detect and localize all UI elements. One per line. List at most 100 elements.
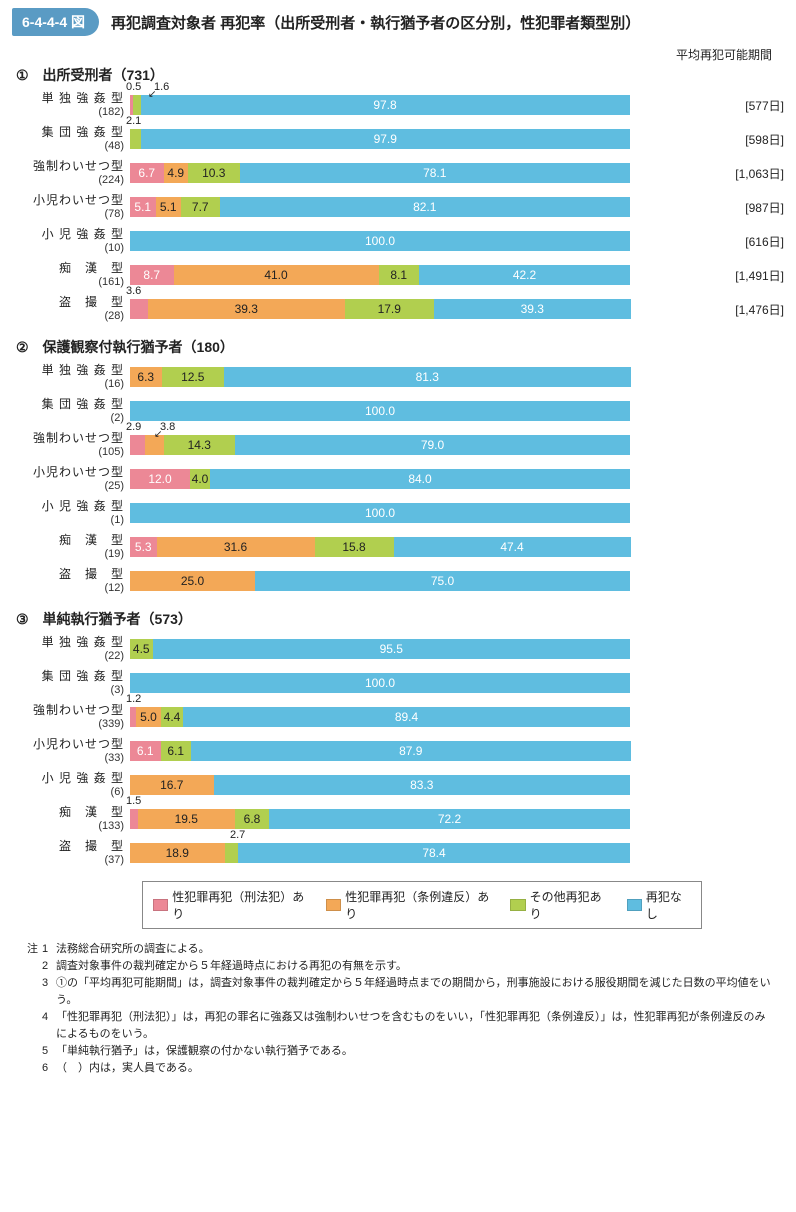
note-line: 3①の「平均再犯可能期間」は，調査対象事件の裁判確定から５年経過時点までの期間か… — [20, 975, 776, 1009]
bar-segment: 78.4 — [238, 843, 630, 863]
row-category-label: 盗 撮 型(12) — [12, 568, 130, 594]
row-avg-period: [987日] — [710, 199, 784, 216]
legend-item: 再犯なし — [627, 888, 691, 922]
notes: 注1法務総合研究所の調査による。2調査対象事件の裁判確定から５年経過時点における… — [12, 937, 784, 1081]
bar-segment: 79.0 — [235, 435, 630, 455]
stacked-bar: 100.0 — [130, 227, 710, 255]
bar-segment: 5.0 — [136, 707, 161, 727]
stacked-bar: 19.56.872.21.5 — [130, 805, 710, 833]
stacked-bar: 100.0 — [130, 397, 710, 425]
row-category-label: 強制わいせつ型(339) — [12, 704, 130, 730]
bar-segment: 14.3 — [164, 435, 236, 455]
bar-overflow-label: 2.7 — [230, 829, 245, 841]
bar-segment: 6.1 — [161, 741, 192, 761]
stacked-bar: 25.075.0 — [130, 567, 710, 595]
stacked-bar: 18.978.42.7 — [130, 839, 710, 867]
chart-row: 盗 撮 型(37)18.978.42.7 — [12, 839, 784, 867]
bar-segment: 78.1 — [240, 163, 631, 183]
legend-swatch — [153, 899, 168, 911]
bar-segment: 5.3 — [130, 537, 157, 557]
bar-segment: 100.0 — [130, 503, 630, 523]
row-category-label: 盗 撮 型(37) — [12, 840, 130, 866]
stacked-bar: 14.379.02.93.8↙ — [130, 431, 710, 459]
legend-item: その他再犯あり — [510, 888, 608, 922]
note-line: 5「単純執行猶予」は，保護観察の付かない執行猶予である。 — [20, 1043, 776, 1060]
chart-row: 小児わいせつ型(25)12.04.084.0 — [12, 465, 784, 493]
stacked-bar: 97.80.51.6↙ — [130, 91, 710, 119]
chart-row: 集 団 強 姦 型(48)97.92.1[598日] — [12, 125, 784, 153]
bar-segment — [130, 809, 138, 829]
bar-segment: 82.1 — [220, 197, 631, 217]
bar-overflow-label: 2.9 — [126, 421, 141, 433]
bar-segment: 97.8 — [141, 95, 630, 115]
arrow-icon: ↙ — [154, 429, 162, 440]
bar-segment: 100.0 — [130, 231, 630, 251]
legend: 性犯罪再犯（刑法犯）あり 性犯罪再犯（条例違反）ありその他再犯あり再犯なし — [142, 881, 702, 929]
bar-segment: 12.0 — [130, 469, 190, 489]
note-line: 注1法務総合研究所の調査による。 — [20, 941, 776, 958]
stacked-bar: 4.595.5 — [130, 635, 710, 663]
chart-row: 強制わいせつ型(339)5.04.489.41.2 — [12, 703, 784, 731]
bar-segment: 8.7 — [130, 265, 174, 285]
row-category-label: 小児わいせつ型(25) — [12, 466, 130, 492]
chart-row: 痴 漢 型(133)19.56.872.21.5 — [12, 805, 784, 833]
bar-segment — [130, 299, 148, 319]
stacked-bar: 39.317.939.33.6 — [130, 295, 710, 323]
avg-period-header: 平均再犯可能期間 — [12, 46, 784, 63]
bar-segment: 16.7 — [130, 775, 214, 795]
row-category-label: 痴 漢 型(133) — [12, 806, 130, 832]
bar-segment: 4.5 — [130, 639, 153, 659]
bar-segment: 47.4 — [394, 537, 631, 557]
row-category-label: 集 団 強 姦 型(48) — [12, 126, 130, 152]
row-avg-period: [1,491日] — [710, 267, 784, 284]
bar-overflow-label: 0.5 — [126, 81, 141, 93]
row-category-label: 強制わいせつ型(105) — [12, 432, 130, 458]
bar-segment — [130, 129, 141, 149]
bar-segment: 6.8 — [235, 809, 269, 829]
stacked-bar: 12.04.084.0 — [130, 465, 710, 493]
legend-label: 性犯罪再犯（刑法犯）あり — [172, 888, 308, 922]
figure-title: 再犯調査対象者 再犯率（出所受刑者・執行猶予者の区分別，性犯罪者類型別） — [111, 12, 640, 33]
stacked-bar: 6.16.187.9 — [130, 737, 710, 765]
chart-row: 小児わいせつ型(78)5.15.17.782.1[987日] — [12, 193, 784, 221]
bar-segment: 8.1 — [379, 265, 420, 285]
legend-label: 性犯罪再犯（条例違反）あり — [345, 888, 492, 922]
bar-segment: 7.7 — [181, 197, 220, 217]
bar-segment — [133, 95, 141, 115]
figure-badge: 6-4-4-4 図 — [12, 8, 99, 36]
bar-segment: 19.5 — [138, 809, 236, 829]
bar-segment: 17.9 — [345, 299, 435, 319]
row-category-label: 単 独 強 姦 型(16) — [12, 364, 130, 390]
stacked-bar: 5.15.17.782.1 — [130, 193, 710, 221]
chart-row: 痴 漢 型(19)5.331.615.847.4 — [12, 533, 784, 561]
row-category-label: 単 独 強 姦 型(182) — [12, 92, 130, 118]
bar-segment: 6.1 — [130, 741, 161, 761]
bar-segment: 75.0 — [255, 571, 630, 591]
chart-row: 単 独 強 姦 型(16)6.312.581.3 — [12, 363, 784, 391]
stacked-bar: 5.331.615.847.4 — [130, 533, 710, 561]
bar-segment: 4.9 — [164, 163, 189, 183]
stacked-bar: 8.741.08.142.2 — [130, 261, 710, 289]
bar-segment: 4.4 — [161, 707, 183, 727]
bar-segment: 83.3 — [214, 775, 631, 795]
bar-segment: 5.1 — [156, 197, 182, 217]
row-category-label: 単 独 強 姦 型(22) — [12, 636, 130, 662]
bar-segment: 72.2 — [269, 809, 630, 829]
chart-row: 小児わいせつ型(33)6.16.187.9 — [12, 737, 784, 765]
bar-segment — [225, 843, 239, 863]
row-category-label: 小 児 強 姦 型(10) — [12, 228, 130, 254]
bar-segment: 100.0 — [130, 401, 630, 421]
bar-segment: 4.0 — [190, 469, 210, 489]
legend-swatch — [326, 899, 341, 911]
figure-header: 6-4-4-4 図 再犯調査対象者 再犯率（出所受刑者・執行猶予者の区分別，性犯… — [12, 8, 784, 36]
section-header: ② 保護観察付執行猶予者（180） — [12, 337, 784, 357]
bar-segment: 81.3 — [224, 367, 631, 387]
section-header: ③ 単純執行猶予者（573） — [12, 609, 784, 629]
bar-segment: 39.3 — [434, 299, 631, 319]
bar-overflow-label: 1.2 — [126, 693, 141, 705]
bar-segment: 25.0 — [130, 571, 255, 591]
arrow-icon: ↙ — [148, 89, 156, 100]
stacked-bar: 100.0 — [130, 499, 710, 527]
bar-segment: 10.3 — [188, 163, 240, 183]
stacked-bar: 6.74.910.378.1 — [130, 159, 710, 187]
